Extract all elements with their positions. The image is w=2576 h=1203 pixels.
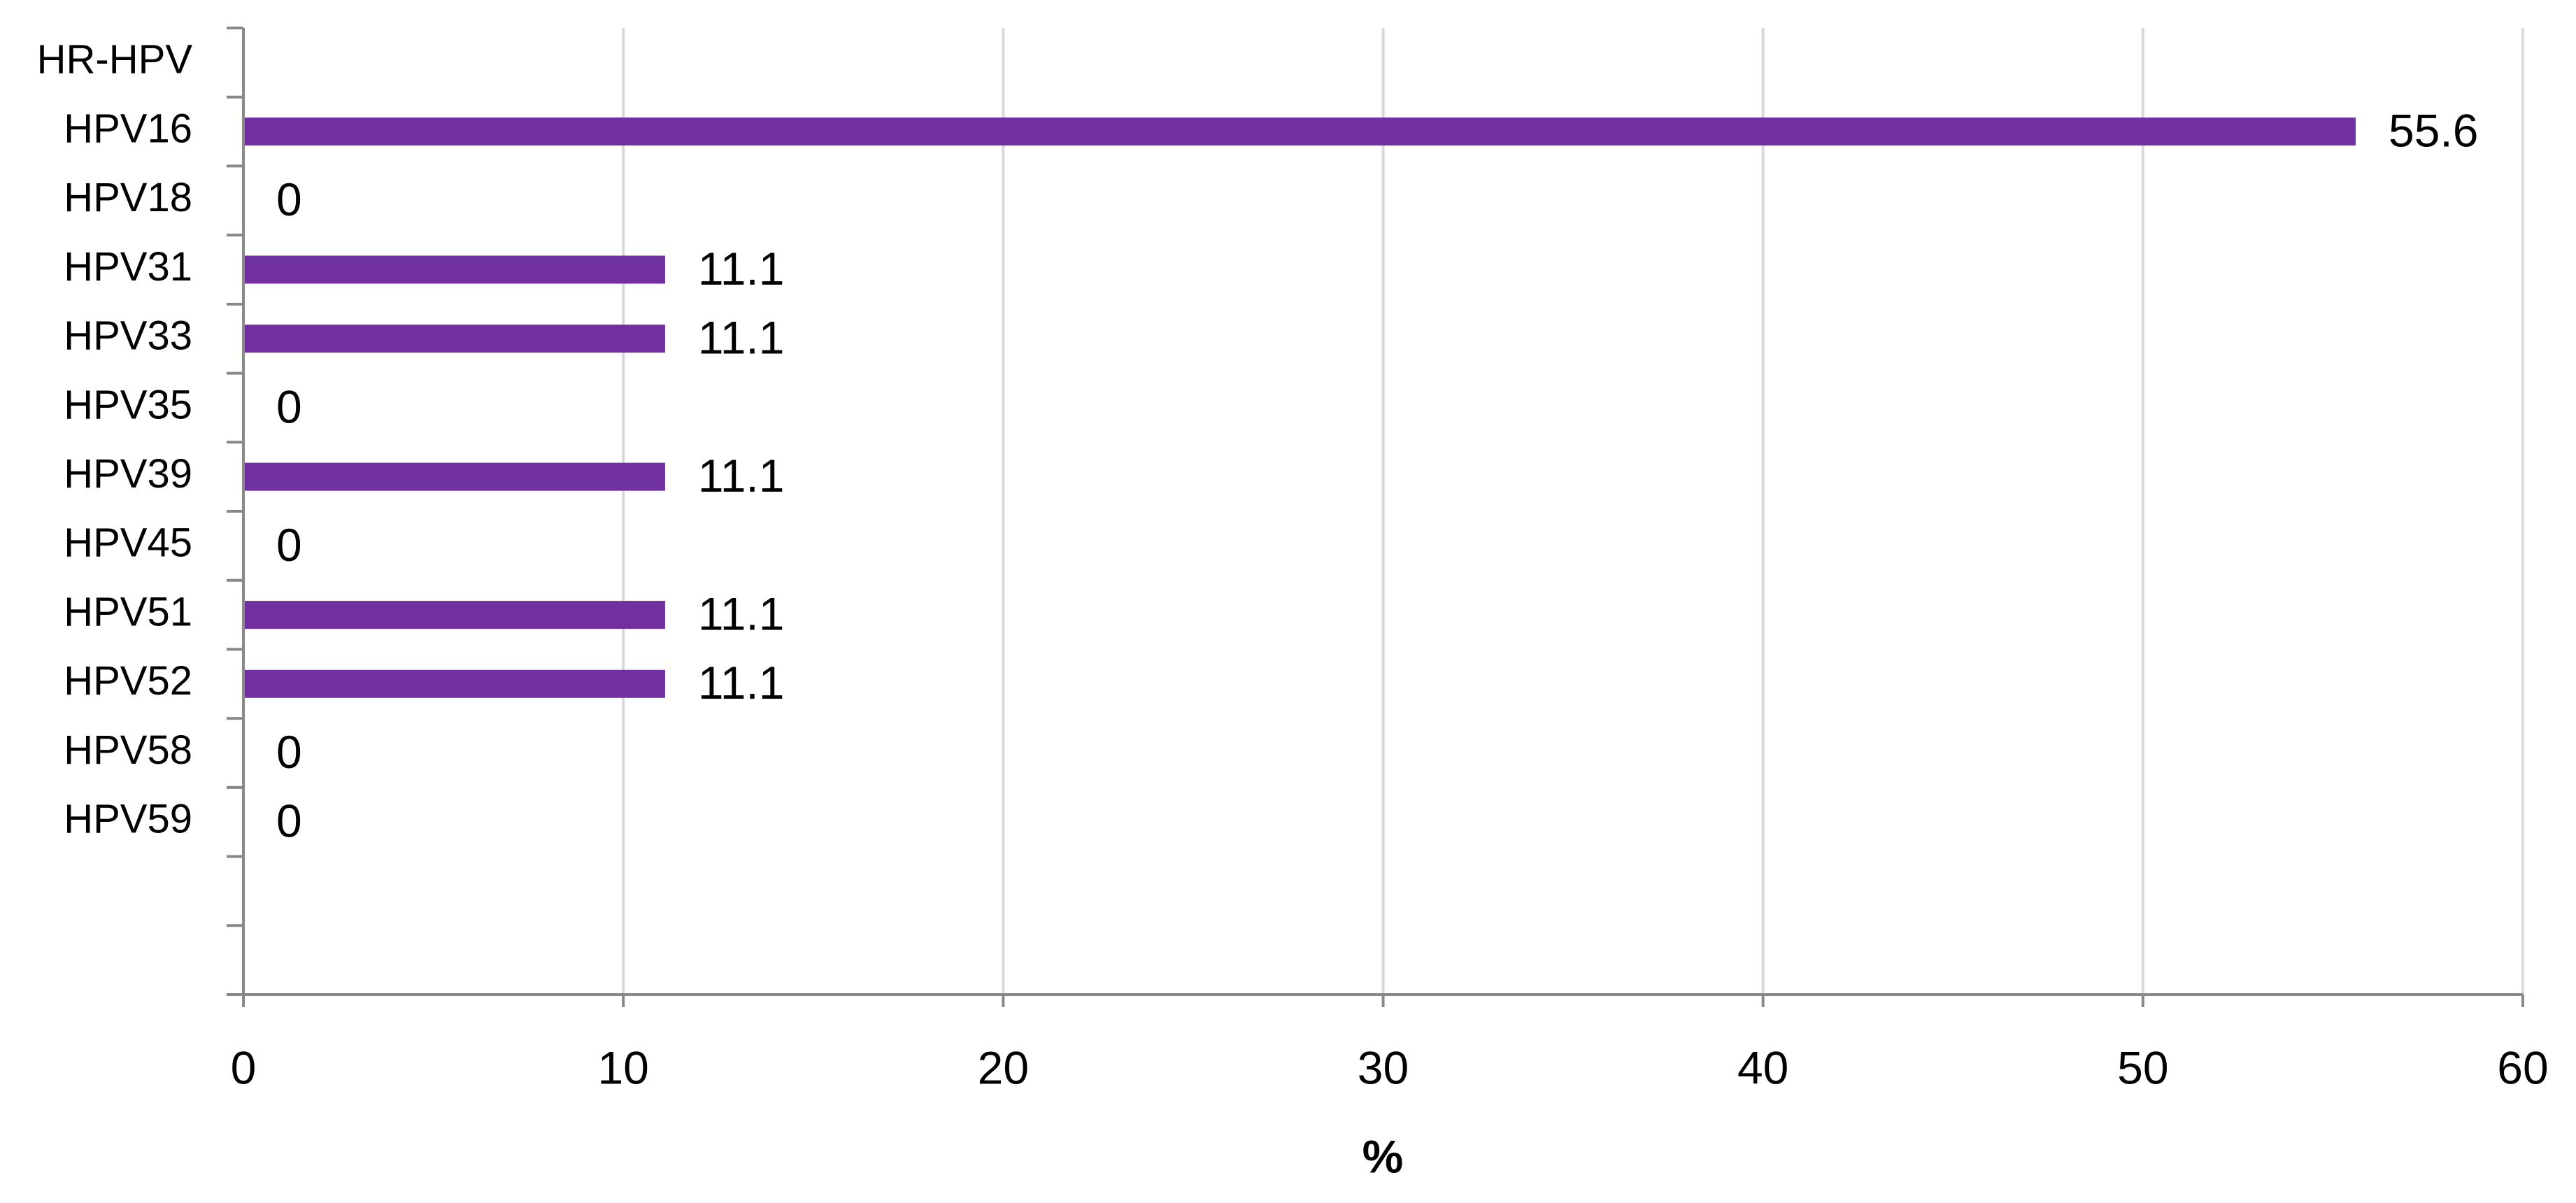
data-label: 0 [276, 726, 302, 778]
x-tick-label: 50 [2117, 1041, 2168, 1093]
data-label: 55.6 [2389, 105, 2478, 157]
x-tick-label: 10 [597, 1041, 648, 1093]
y-tick-label: HPV35 [64, 382, 192, 427]
data-label: 11.1 [698, 450, 785, 501]
y-tick-label: HPV39 [64, 451, 192, 497]
y-tick-label: HPV33 [64, 313, 192, 359]
y-tick-label: HPV51 [64, 589, 192, 634]
bar [243, 462, 665, 491]
data-label: 11.1 [698, 588, 785, 640]
x-tick-label: 60 [2497, 1041, 2548, 1093]
x-axis-label: % [1362, 1130, 1404, 1182]
x-tick-label: 40 [1737, 1041, 1788, 1093]
y-tick-label: HPV52 [64, 658, 192, 704]
bar [243, 669, 665, 698]
y-tick-label: HPV58 [64, 727, 192, 773]
bar [243, 601, 665, 629]
y-tick-label: HR-HPV [37, 37, 193, 83]
y-tick-label: HPV31 [64, 244, 192, 290]
data-label: 0 [276, 519, 302, 571]
x-tick-label: 20 [978, 1041, 1029, 1093]
bar [243, 255, 665, 284]
data-label: 11.1 [698, 312, 785, 364]
data-label: 0 [276, 795, 302, 847]
y-tick-label: HPV59 [64, 797, 192, 842]
data-label: 11.1 [698, 657, 785, 709]
y-tick-label: HPV45 [64, 520, 192, 566]
y-tick-label: HPV18 [64, 175, 192, 220]
bar [243, 325, 665, 353]
x-tick-label: 30 [1358, 1041, 1409, 1093]
x-tick-label: 0 [231, 1041, 257, 1093]
data-label: 0 [276, 173, 302, 225]
bar [243, 118, 2356, 146]
data-label: 11.1 [698, 243, 785, 294]
y-tick-label: HPV16 [64, 106, 192, 151]
data-label: 0 [276, 380, 302, 432]
